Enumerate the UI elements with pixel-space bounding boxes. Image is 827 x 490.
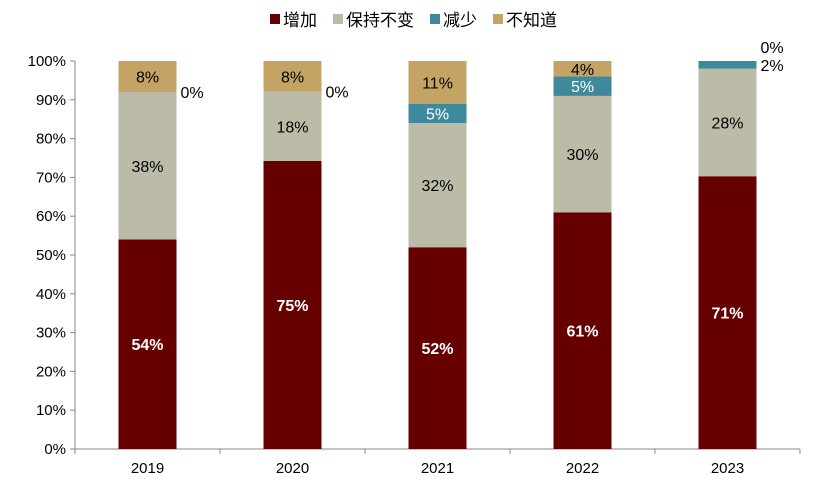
- bar-segment: [698, 176, 757, 449]
- bar-segment: [553, 61, 612, 77]
- data-label: 30%: [566, 147, 598, 164]
- bar-segment: [553, 95, 612, 213]
- bar-segment: [263, 61, 322, 92]
- data-label: 2%: [761, 58, 784, 75]
- data-label: 0%: [761, 40, 784, 57]
- data-label: 61%: [566, 324, 598, 341]
- legend-swatch: [493, 13, 503, 24]
- bar-segment: [408, 247, 467, 449]
- bar-segment: [408, 123, 467, 248]
- legend-label: 减少: [443, 11, 477, 30]
- legend-item: 减少: [430, 6, 477, 31]
- y-tick-label: 60%: [36, 208, 66, 225]
- legend-swatch: [333, 13, 343, 24]
- legend-swatch: [270, 13, 280, 24]
- data-label: 0%: [326, 85, 349, 102]
- data-label: 38%: [131, 159, 163, 176]
- y-tick-label: 50%: [36, 247, 66, 264]
- legend-swatch: [430, 13, 440, 24]
- bar-segment: [118, 92, 177, 240]
- y-tick-label: 90%: [36, 92, 66, 109]
- data-label: 18%: [276, 119, 308, 136]
- bar-segment: [118, 239, 177, 449]
- bar-segment: [408, 61, 467, 104]
- legend: 增加 保持不变 减少 不知道: [0, 6, 827, 31]
- data-label: 28%: [711, 115, 743, 132]
- bar-segment: [698, 61, 757, 69]
- x-tick-label: 2019: [131, 460, 164, 477]
- bar-segment: [553, 76, 612, 96]
- y-tick-label: 40%: [36, 286, 66, 303]
- legend-item: 保持不变: [333, 6, 414, 31]
- data-label: 52%: [421, 341, 453, 358]
- legend-label: 不知道: [506, 11, 557, 30]
- legend-item: 增加: [270, 6, 317, 31]
- y-tick-label: 100%: [28, 53, 66, 70]
- data-label: 8%: [136, 70, 159, 87]
- data-label: 4%: [571, 62, 594, 79]
- x-tick-label: 2021: [421, 460, 454, 477]
- y-tick-label: 0%: [44, 441, 66, 458]
- data-label: 71%: [711, 306, 743, 323]
- data-label: 5%: [571, 79, 594, 96]
- bar-segment: [118, 61, 177, 93]
- legend-label: 增加: [283, 11, 317, 30]
- data-label: 5%: [426, 106, 449, 123]
- y-tick-label: 20%: [36, 363, 66, 380]
- bar-segment: [553, 212, 612, 449]
- bar-segment: [263, 160, 322, 449]
- x-tick-label: 2020: [276, 460, 309, 477]
- legend-label: 保持不变: [346, 11, 414, 30]
- data-label: 54%: [131, 337, 163, 354]
- legend-item: 不知道: [493, 6, 557, 31]
- y-tick-label: 10%: [36, 402, 66, 419]
- data-label: 32%: [421, 178, 453, 195]
- bar-segment: [698, 68, 757, 177]
- data-label: 8%: [281, 69, 304, 86]
- data-label: 75%: [276, 298, 308, 315]
- bar-segment: [408, 103, 467, 124]
- y-tick-label: 30%: [36, 325, 66, 342]
- y-tick-label: 70%: [36, 169, 66, 186]
- x-tick-label: 2023: [711, 460, 744, 477]
- y-tick-label: 80%: [36, 131, 66, 148]
- data-label: 11%: [422, 75, 453, 92]
- bar-segment: [263, 91, 322, 161]
- x-tick-label: 2022: [566, 460, 599, 477]
- data-label: 0%: [181, 85, 204, 102]
